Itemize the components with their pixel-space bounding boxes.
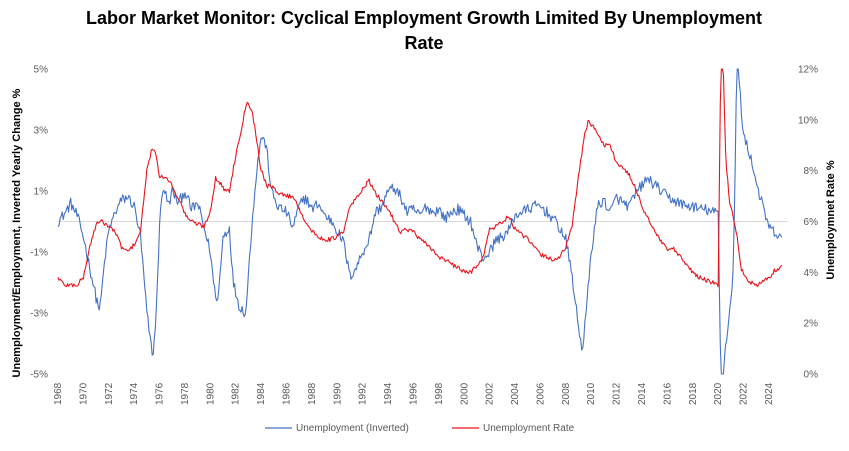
right-tick-label: 12% bbox=[798, 65, 818, 76]
right-tick-label: 2% bbox=[804, 319, 819, 330]
x-tick-label: 2018 bbox=[688, 382, 699, 405]
x-tick-label: 1978 bbox=[180, 382, 191, 405]
series-layer bbox=[57, 68, 783, 375]
x-tick-label: 1974 bbox=[129, 382, 140, 405]
series-line-unemployment-rate bbox=[57, 68, 783, 288]
left-tick-label: 5% bbox=[34, 65, 49, 76]
left-tick-label: -3% bbox=[30, 309, 48, 320]
x-tick-label: 2010 bbox=[586, 382, 597, 405]
x-tick-label: 2016 bbox=[662, 382, 673, 405]
left-tick-label: 3% bbox=[34, 126, 49, 137]
x-tick-label: 2000 bbox=[459, 382, 470, 405]
x-tick-label: 2014 bbox=[637, 382, 648, 405]
right-axis-title: Unemploymnet Rate % bbox=[825, 160, 837, 279]
right-axis-ticks: 12% 10% 8% 6% 4% 2% 0% bbox=[798, 65, 818, 381]
x-tick-label: 2022 bbox=[739, 382, 750, 405]
x-tick-label: 1996 bbox=[408, 382, 419, 405]
left-tick-label: 1% bbox=[34, 187, 49, 198]
left-tick-label: -5% bbox=[30, 370, 48, 381]
chart-title-line1: Labor Market Monitor: Cyclical Employmen… bbox=[86, 8, 762, 28]
x-tick-label: 1970 bbox=[78, 382, 89, 405]
right-tick-label: 4% bbox=[804, 268, 819, 279]
left-axis-title: Unemployment/Employment, Inverted Yearly… bbox=[11, 88, 23, 377]
legend-label-unemployment-rate: Unemployment Rate bbox=[483, 423, 575, 434]
x-axis-ticks: 1968 1970 1972 1974 1976 1978 1980 1982 1984 1986… bbox=[53, 382, 775, 405]
x-tick-label: 1972 bbox=[104, 382, 115, 405]
series-line-unemployment-inverted bbox=[57, 68, 783, 375]
x-tick-label: 1982 bbox=[231, 382, 242, 405]
x-tick-label: 1992 bbox=[358, 382, 369, 405]
x-tick-label: 2002 bbox=[485, 382, 496, 405]
x-tick-label: 2020 bbox=[713, 382, 724, 405]
right-tick-label: 0% bbox=[804, 370, 819, 381]
x-tick-label: 2006 bbox=[535, 382, 546, 405]
x-tick-label: 1990 bbox=[332, 382, 343, 405]
right-tick-label: 6% bbox=[804, 217, 819, 228]
legend-label-unemployment-inverted: Unemployment (Inverted) bbox=[296, 423, 409, 434]
x-tick-label: 1994 bbox=[383, 382, 394, 405]
x-tick-label: 2008 bbox=[561, 382, 572, 405]
right-tick-label: 8% bbox=[804, 166, 819, 177]
x-tick-label: 2024 bbox=[764, 382, 775, 405]
x-tick-label: 1984 bbox=[256, 382, 267, 405]
x-tick-label: 2012 bbox=[612, 382, 623, 405]
legend: Unemployment (Inverted) Unemployment Rat… bbox=[265, 423, 575, 434]
left-axis-ticks: 5% 3% 1% -1% -3% -5% bbox=[30, 65, 48, 381]
right-tick-label: 10% bbox=[798, 115, 818, 126]
x-tick-label: 1986 bbox=[282, 382, 293, 405]
x-tick-label: 1980 bbox=[205, 382, 216, 405]
x-tick-label: 1968 bbox=[53, 382, 64, 405]
chart-title-line2: Rate bbox=[404, 33, 443, 53]
left-tick-label: -1% bbox=[30, 248, 48, 259]
x-tick-label: 2004 bbox=[510, 382, 521, 405]
x-tick-label: 1976 bbox=[155, 382, 166, 405]
x-tick-label: 1998 bbox=[434, 382, 445, 405]
x-tick-label: 1988 bbox=[307, 382, 318, 405]
